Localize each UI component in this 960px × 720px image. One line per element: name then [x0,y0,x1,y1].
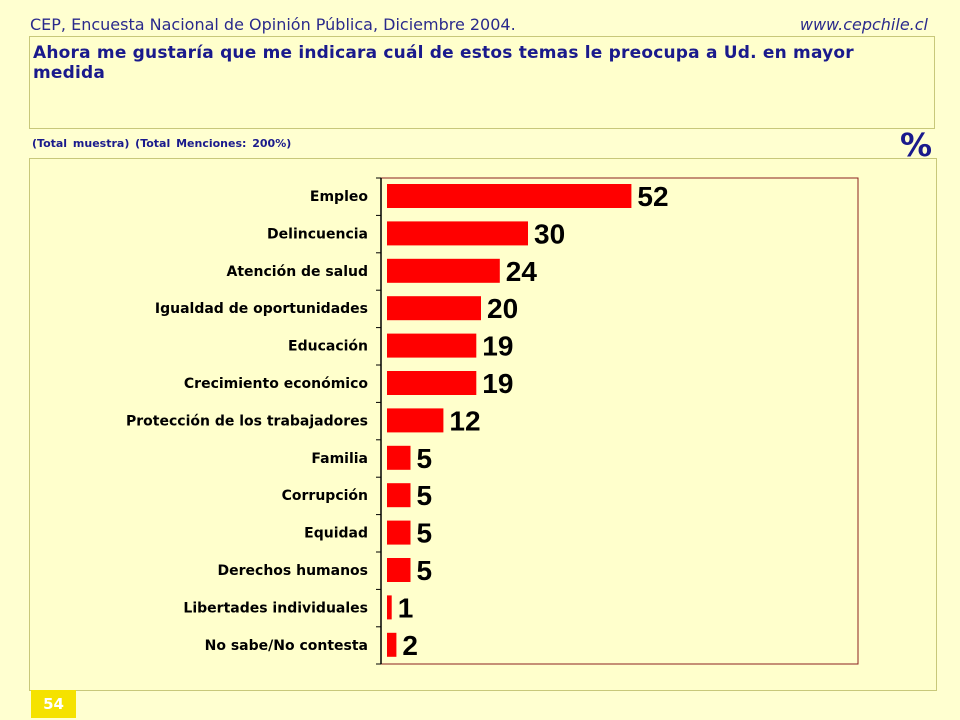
bar [387,221,528,246]
bar [387,184,632,208]
category-label: No sabe/No contesta [205,638,368,654]
sample-note: (Total muestra) (Total Menciones: 200%) [32,137,292,150]
bar [387,445,411,470]
category-label: Protección de los trabajadores [126,413,368,429]
bar [387,371,477,395]
value-label: 5 [417,480,433,511]
category-label: Empleo [310,189,368,205]
value-label: 5 [417,518,433,549]
value-label: 19 [482,368,513,399]
value-label: 1 [398,592,414,623]
value-label: 52 [637,181,668,212]
value-label: 20 [487,293,518,324]
page-number-badge: 54 [31,690,76,718]
category-label: Crecimiento económico [184,376,368,392]
category-label: Educación [288,339,368,355]
value-label: 24 [506,256,538,287]
website-header: www.cepchile.cl [799,15,928,34]
category-label: Equidad [304,526,368,542]
category-label: Atención de salud [226,264,368,280]
category-label: Igualdad de oportunidades [155,301,368,317]
category-label: Corrupción [282,488,368,504]
category-label: Libertades individuales [183,600,368,616]
bar [387,520,411,545]
value-label: 19 [482,331,513,362]
bar [387,333,477,358]
value-label: 5 [417,555,433,586]
value-label: 2 [402,630,418,661]
bar [387,296,481,321]
value-label: 5 [417,443,433,474]
bar [387,595,392,620]
bar [387,408,444,433]
category-label: Derechos humanos [218,563,369,579]
chart-panel [29,158,937,691]
value-label: 12 [449,405,480,436]
category-label: Delincuencia [267,226,368,242]
bar [387,483,411,508]
question-box: Ahora me gustaría que me indicara cuál d… [29,36,935,129]
category-label: Familia [311,451,368,467]
bar [387,632,397,657]
value-label: 30 [534,218,565,249]
bar [387,558,411,582]
percent-unit: % [899,126,932,164]
bar [387,258,500,283]
question-text: Ahora me gustaría que me indicara cuál d… [33,43,854,83]
source-header: CEP, Encuesta Nacional de Opinión Públic… [30,15,516,34]
